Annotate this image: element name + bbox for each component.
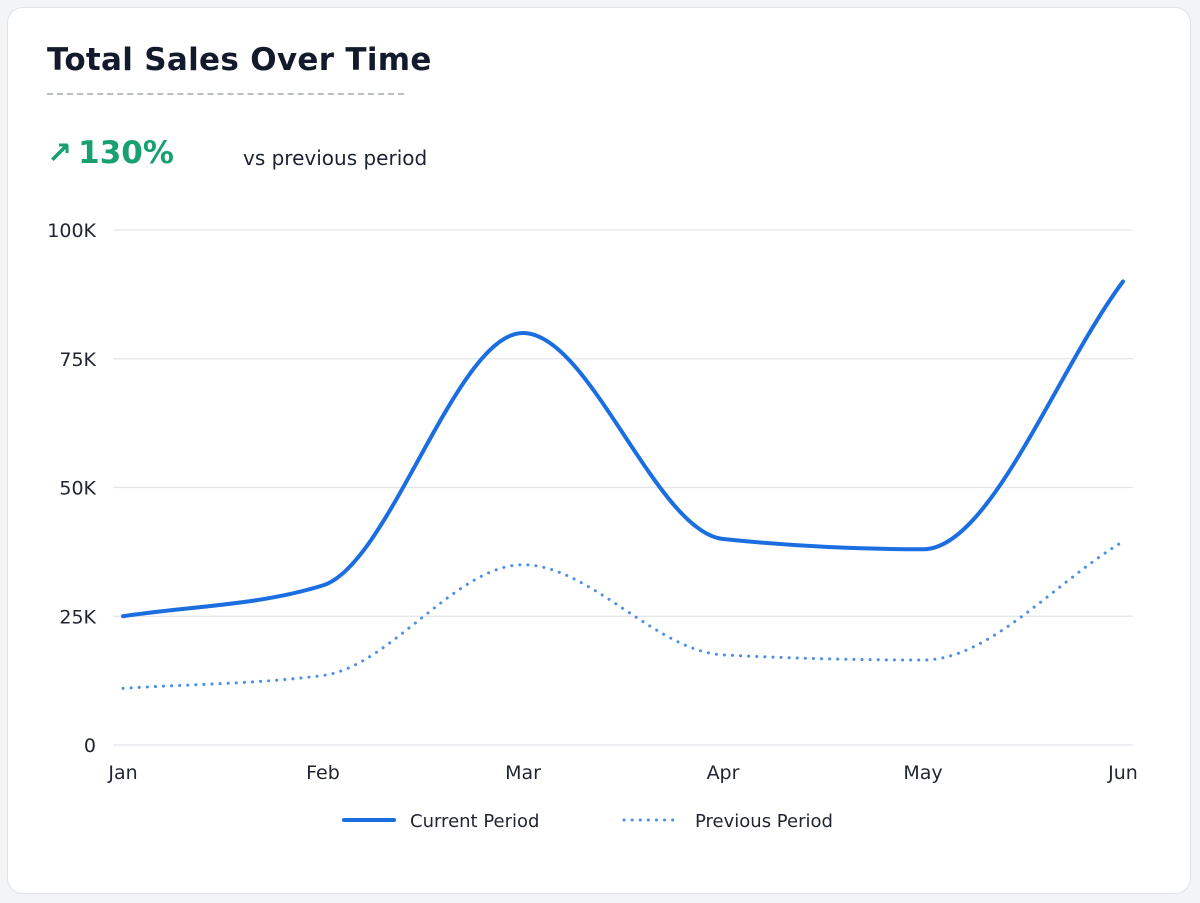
x-tick-label: May bbox=[903, 762, 942, 784]
series-line-current-period bbox=[121, 279, 1125, 619]
chart-card bbox=[7, 7, 1191, 894]
legend-item-previous-period: Previous Period bbox=[622, 811, 833, 832]
chart-title: Total Sales Over Time bbox=[47, 42, 432, 78]
y-tick-label: 100K bbox=[47, 220, 96, 242]
legend-item-current-period: Current Period bbox=[342, 811, 539, 832]
x-tick-label: Jun bbox=[1107, 762, 1138, 784]
x-tick-label: Mar bbox=[505, 762, 541, 784]
change-value: 130% bbox=[78, 135, 174, 171]
y-tick-label: 75K bbox=[59, 349, 96, 371]
x-tick-label: Jan bbox=[107, 762, 137, 784]
series-line-previous-period bbox=[121, 540, 1125, 690]
title-divider bbox=[47, 93, 404, 95]
y-tick-label: 0 bbox=[84, 735, 96, 757]
change-indicator: ↗ 130% bbox=[47, 135, 174, 171]
legend-label: Previous Period bbox=[695, 811, 833, 832]
x-tick-label: Apr bbox=[707, 762, 740, 784]
y-tick-label: 25K bbox=[59, 606, 96, 628]
y-tick-label: 50K bbox=[59, 478, 96, 500]
x-tick-label: Feb bbox=[306, 762, 340, 784]
legend-label: Current Period bbox=[410, 811, 539, 832]
change-note: vs previous period bbox=[243, 146, 428, 170]
arrow-up-right-icon: ↗ bbox=[47, 136, 73, 171]
